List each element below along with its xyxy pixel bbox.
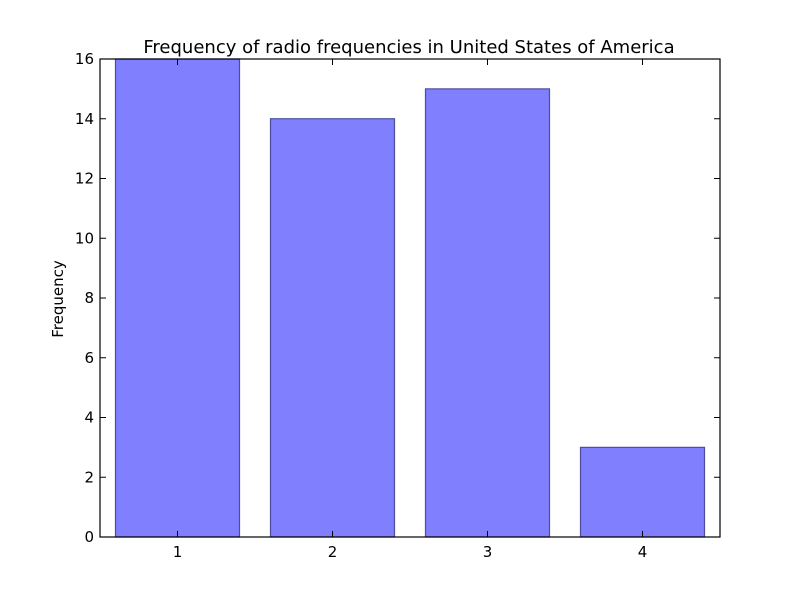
bars-layer <box>114 58 706 538</box>
bar-3 <box>424 88 551 538</box>
y-tick-label: 0 <box>84 528 94 546</box>
bar-1 <box>114 58 241 538</box>
x-tick-label: 2 <box>328 543 338 561</box>
y-tick-label: 16 <box>75 50 94 68</box>
y-tick-label: 4 <box>84 409 94 427</box>
y-tick-label: 6 <box>84 349 94 367</box>
x-tick-label: 1 <box>173 543 183 561</box>
y-tick-label: 12 <box>75 170 94 188</box>
x-tick-label: 3 <box>483 543 493 561</box>
y-axis-label: Frequency <box>49 260 67 338</box>
y-tick-label: 8 <box>84 289 94 307</box>
bar-4 <box>579 446 706 538</box>
bar-2 <box>269 118 396 538</box>
y-tick-label: 14 <box>75 110 94 128</box>
y-tick-label: 2 <box>84 468 94 486</box>
y-tick-label: 10 <box>75 229 94 247</box>
chart-title: Frequency of radio frequencies in United… <box>143 37 674 58</box>
plot-frame <box>99 58 721 538</box>
x-tick-label: 4 <box>638 543 648 561</box>
